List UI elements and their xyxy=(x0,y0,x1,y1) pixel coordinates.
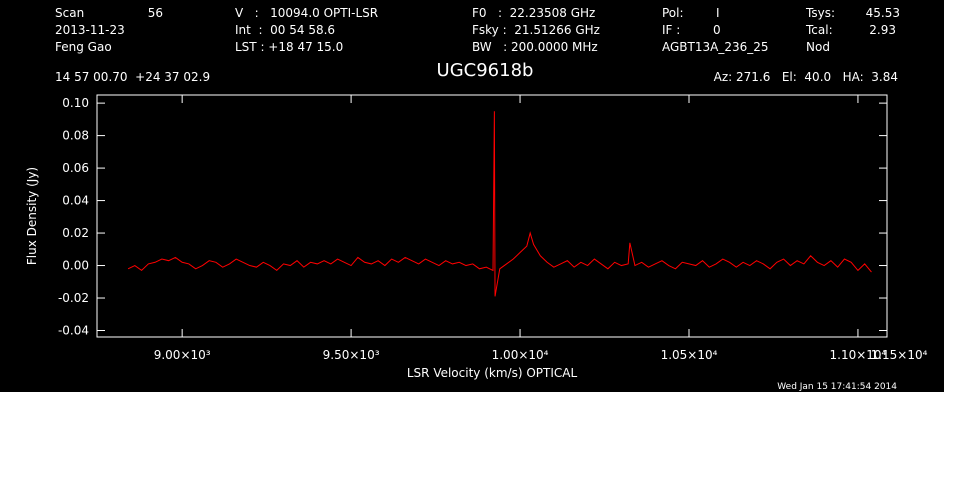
header-field: BW : 200.0000 MHz xyxy=(472,40,598,54)
plot-frame xyxy=(96,94,888,338)
y-tick-label: 0.06 xyxy=(62,161,89,175)
y-tick-label: 0.04 xyxy=(62,194,89,208)
y-tick-label: 0.08 xyxy=(62,129,89,143)
header-field: 2013-11-23 xyxy=(55,23,125,37)
header-field: IF : xyxy=(662,23,680,37)
y-tick-label: 0.10 xyxy=(62,96,89,110)
header-field: 45.53 xyxy=(866,6,900,20)
header-field: Int : 00 54 58.6 xyxy=(235,23,335,37)
footer-date: Wed Jan 15 17:41:54 2014 xyxy=(777,382,897,392)
y-tick-label: 0.02 xyxy=(62,226,89,240)
x-tick-label: 1.05×10⁴ xyxy=(661,348,718,362)
header-field: Tcal: xyxy=(805,23,833,37)
header-field: 14 57 00.70 +24 37 02.9 xyxy=(55,70,210,84)
header-field: LST : +18 47 15.0 xyxy=(235,40,343,54)
header-field: Feng Gao xyxy=(55,40,112,54)
header-field: V : 10094.0 OPTI-LSR xyxy=(235,6,378,20)
x-tick-label: 9.50×10³ xyxy=(323,348,380,362)
header-field: AGBT13A_236_25 xyxy=(662,40,769,54)
y-tick-label: 0.00 xyxy=(62,259,89,273)
spectrum-line xyxy=(127,111,872,297)
header-field: Nod xyxy=(806,40,830,54)
x-tick-label: 1.00×10⁴ xyxy=(492,348,549,362)
x-tick-label: 9.00×10³ xyxy=(154,348,211,362)
y-tick-label: -0.02 xyxy=(58,291,89,305)
header-field: I xyxy=(716,6,720,20)
header-field: Scan xyxy=(55,6,84,20)
header-field: Pol: xyxy=(662,6,684,20)
x-tick-label: 1.10×10⁴ xyxy=(830,348,887,362)
header-field: Fsky : 21.51266 GHz xyxy=(472,23,600,37)
x-tick-label: 1.15×10⁴ xyxy=(871,348,928,362)
header-field: 0 xyxy=(713,23,721,37)
chart-title: UGC9618b xyxy=(437,60,534,81)
y-tick-label: -0.04 xyxy=(58,324,89,338)
header-field: 2.93 xyxy=(869,23,896,37)
header-field: Tsys: xyxy=(805,6,835,20)
background xyxy=(0,0,944,392)
header-field: 56 xyxy=(148,6,163,20)
y-axis-label: Flux Density (Jy) xyxy=(25,167,39,265)
x-axis-label: LSR Velocity (km/s) OPTICAL xyxy=(407,366,578,380)
header-field: F0 : 22.23508 GHz xyxy=(472,6,595,20)
header-field: Az: 271.6 El: 40.0 HA: 3.84 xyxy=(714,70,898,84)
